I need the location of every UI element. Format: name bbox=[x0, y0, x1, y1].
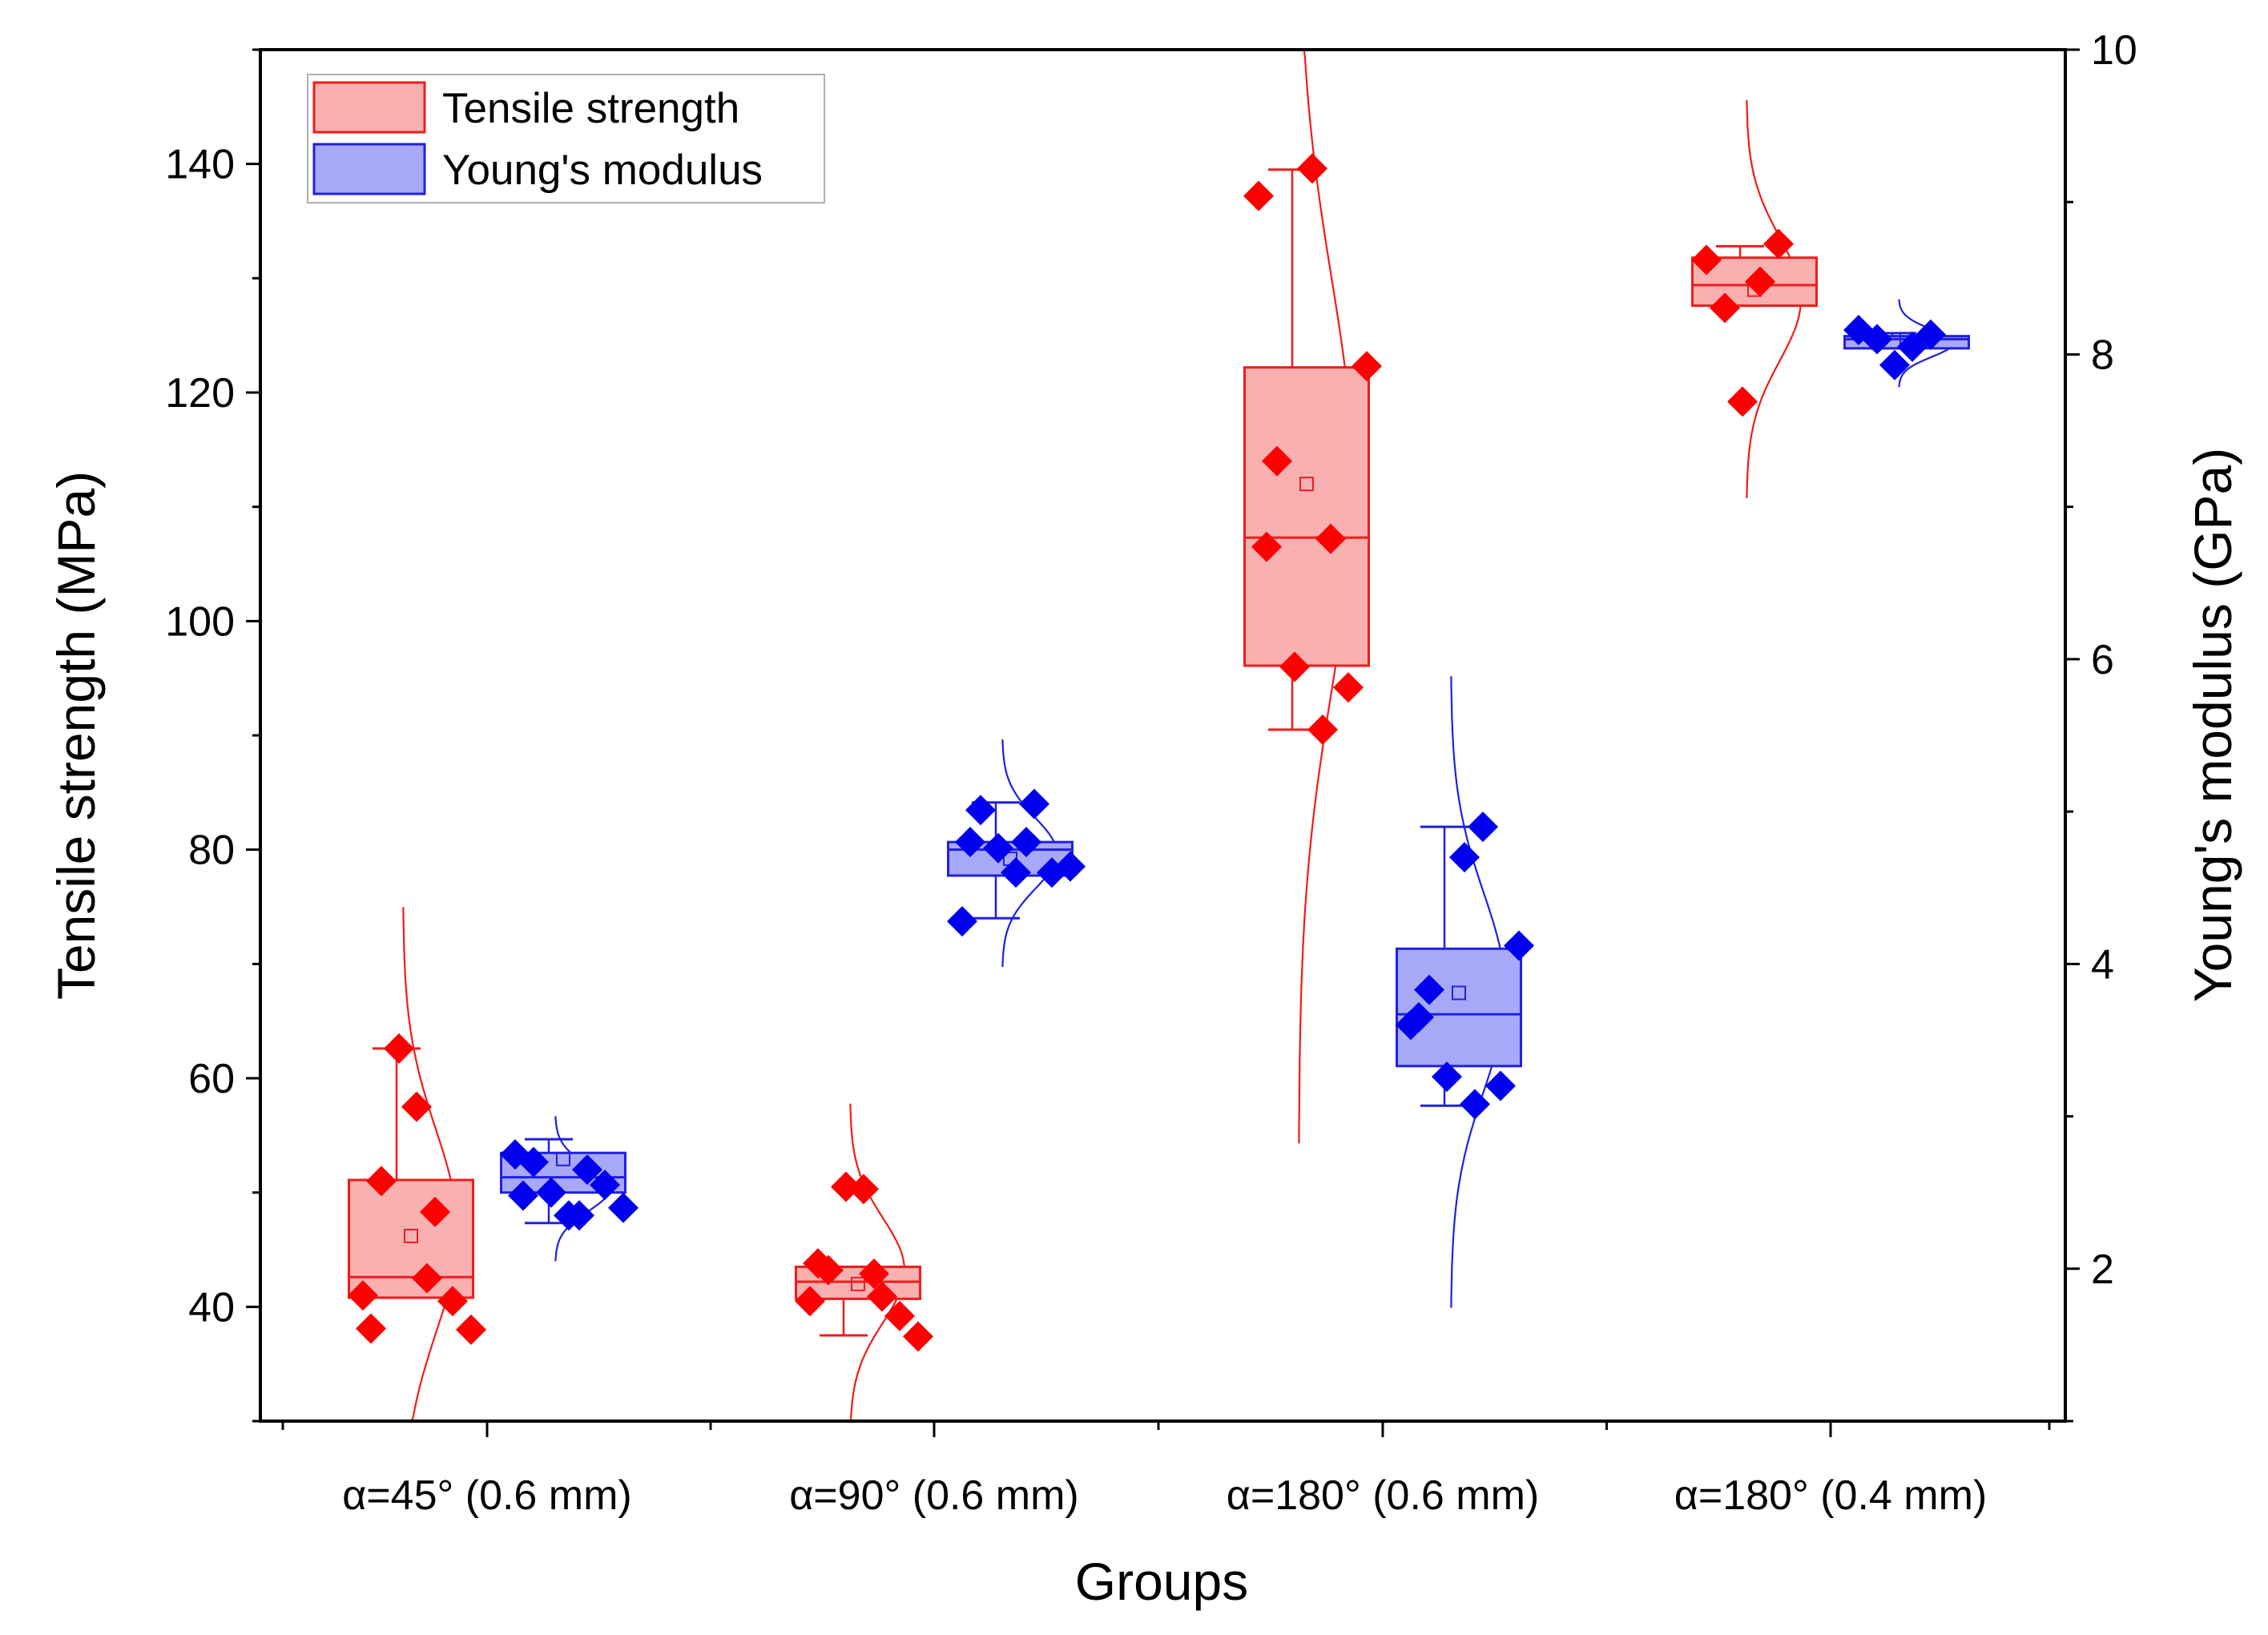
data-point-modulus bbox=[1485, 1070, 1516, 1101]
x-tick-label: α=90° (0.6 mm) bbox=[789, 1472, 1079, 1519]
data-point-tensile bbox=[1315, 523, 1346, 554]
data-point-tensile bbox=[1710, 292, 1740, 324]
right-y-ticks: 2 4 6 8 10 bbox=[2065, 27, 2137, 1423]
data-point-modulus bbox=[1404, 1001, 1434, 1033]
data-point-modulus bbox=[1011, 827, 1041, 858]
data-point-modulus bbox=[955, 827, 985, 858]
data-point-modulus bbox=[947, 906, 977, 937]
data-point-tensile bbox=[903, 1321, 933, 1352]
data-point-tensile bbox=[1297, 153, 1327, 184]
data-point-tensile bbox=[1745, 266, 1775, 297]
right-tick-label: 8 bbox=[2091, 332, 2114, 378]
data-point-modulus bbox=[1055, 851, 1086, 882]
mean-marker-tensile bbox=[851, 1276, 865, 1291]
legend-swatch-tensile bbox=[312, 81, 426, 134]
data-point-tensile bbox=[859, 1258, 889, 1289]
data-point-modulus bbox=[1460, 1089, 1490, 1120]
data-point-tensile bbox=[384, 1033, 414, 1064]
box-tensile bbox=[1243, 366, 1370, 667]
data-point-tensile bbox=[1251, 531, 1282, 562]
data-point-tensile bbox=[356, 1313, 386, 1344]
data-point-modulus bbox=[1414, 974, 1444, 1005]
data-point-tensile bbox=[1307, 714, 1338, 745]
data-point-tensile bbox=[1727, 386, 1758, 417]
data-point-tensile bbox=[1279, 651, 1310, 683]
data-point-tensile bbox=[348, 1280, 378, 1311]
data-point-modulus bbox=[1916, 319, 1946, 350]
data-point-modulus bbox=[1432, 1061, 1462, 1093]
data-point-tensile bbox=[1763, 228, 1794, 260]
data-point-tensile bbox=[1691, 244, 1722, 276]
data-point-modulus bbox=[508, 1180, 538, 1211]
left-tick-label: 60 bbox=[188, 1056, 235, 1102]
data-point-tensile bbox=[420, 1196, 450, 1227]
right-y-axis-title: Young's modulus (GPa) bbox=[2183, 448, 2242, 1003]
data-point-modulus bbox=[1019, 788, 1049, 820]
data-point-modulus bbox=[590, 1170, 620, 1201]
data-point-tensile bbox=[848, 1174, 879, 1205]
x-ticks: α=45° (0.6 mm) α=90° (0.6 mm) α=180° (0.6 … bbox=[281, 1421, 2051, 1519]
legend-swatch-modulus bbox=[312, 143, 426, 195]
left-y-ticks: 40 60 80 100 120 140 bbox=[165, 48, 260, 1423]
data-point-tensile bbox=[1333, 672, 1364, 703]
data-point-modulus bbox=[965, 795, 996, 826]
legend: Tensile strength Young's modulus bbox=[307, 74, 825, 203]
data-point-modulus bbox=[1879, 349, 1910, 381]
data-point-modulus bbox=[536, 1177, 566, 1208]
data-point-modulus bbox=[1468, 811, 1498, 843]
data-point-tensile bbox=[803, 1248, 833, 1279]
legend-label-modulus: Young's modulus bbox=[442, 147, 763, 194]
data-point-modulus bbox=[1862, 324, 1892, 355]
data-point-modulus bbox=[1001, 857, 1031, 888]
distribution-curve-tensile bbox=[402, 907, 459, 1423]
data-point-tensile bbox=[1352, 351, 1382, 382]
right-tick-label: 10 bbox=[2091, 27, 2137, 74]
mean-marker-tensile bbox=[1299, 477, 1314, 492]
distribution-curves bbox=[402, 48, 1955, 1423]
data-point-tensile bbox=[1243, 180, 1274, 211]
data-point-tensile bbox=[456, 1314, 486, 1345]
right-tick-label: 4 bbox=[2091, 941, 2114, 988]
left-tick-label: 40 bbox=[188, 1284, 235, 1331]
x-axis-title: Groups bbox=[1075, 1552, 1248, 1611]
legend-label-tensile: Tensile strength bbox=[442, 85, 739, 132]
right-tick-label: 2 bbox=[2091, 1246, 2114, 1293]
left-tick-label: 100 bbox=[165, 598, 235, 645]
left-tick-label: 120 bbox=[165, 370, 235, 417]
mean-marker-tensile bbox=[404, 1228, 418, 1243]
data-point-tensile bbox=[831, 1171, 861, 1202]
data-point-tensile bbox=[795, 1286, 825, 1317]
x-tick-label: α=45° (0.6 mm) bbox=[342, 1472, 632, 1519]
left-tick-label: 140 bbox=[165, 142, 235, 188]
left-tick-label: 80 bbox=[188, 828, 235, 874]
right-tick-label: 6 bbox=[2091, 637, 2114, 683]
plot-frame bbox=[259, 48, 2067, 1423]
box-tensile bbox=[348, 1178, 474, 1299]
mean-marker-modulus bbox=[556, 1151, 570, 1166]
data-point-tensile bbox=[1262, 445, 1292, 477]
left-y-axis-title: Tensile strength (MPa) bbox=[46, 471, 106, 1000]
data-point-tensile bbox=[884, 1300, 915, 1331]
data-point-tensile bbox=[401, 1091, 432, 1122]
data-point-modulus bbox=[1897, 331, 1928, 362]
x-tick-label: α=180° (0.4 mm) bbox=[1674, 1472, 1987, 1519]
x-tick-label: α=180° (0.6 mm) bbox=[1227, 1472, 1539, 1519]
data-point-modulus bbox=[608, 1192, 639, 1223]
data-point-tensile bbox=[437, 1286, 468, 1317]
data-point-modulus bbox=[1449, 842, 1480, 873]
data-point-tensile bbox=[366, 1166, 397, 1197]
data-points bbox=[348, 153, 1946, 1352]
data-point-tensile bbox=[412, 1262, 442, 1294]
data-point-modulus bbox=[572, 1154, 602, 1186]
mean-marker-modulus bbox=[1452, 985, 1466, 1001]
data-point-tensile bbox=[867, 1281, 897, 1312]
data-point-modulus bbox=[564, 1200, 594, 1231]
data-point-modulus bbox=[983, 832, 1013, 864]
data-point-modulus bbox=[1504, 930, 1534, 961]
data-point-modulus bbox=[518, 1146, 549, 1178]
